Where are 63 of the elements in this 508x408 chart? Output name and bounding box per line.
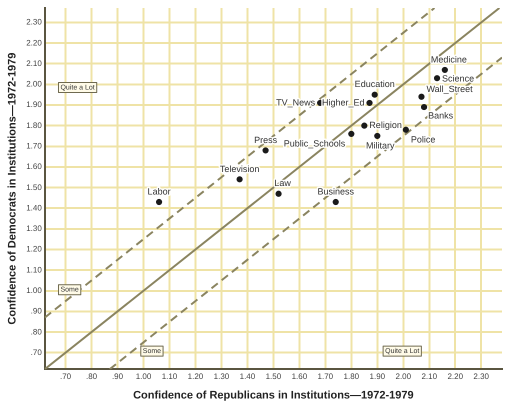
y-tick-label: 1.80 <box>26 120 42 130</box>
y-tick-label: 1.70 <box>26 141 42 150</box>
y-tick-label: 2.20 <box>26 38 42 48</box>
x-tick-label: 1.80 <box>344 372 360 382</box>
annotation: Military <box>366 140 396 150</box>
y-tick-label: 1.20 <box>26 244 42 254</box>
y-tick-label: .70 <box>30 348 42 357</box>
annotation: Police <box>410 134 436 144</box>
x-tick-label: 1.10 <box>162 372 178 382</box>
x-tick-label: 1.70 <box>318 372 334 382</box>
point <box>366 100 373 106</box>
point <box>236 176 243 182</box>
x-tick-label: 1.20 <box>188 372 204 382</box>
x-tick-label: 1.60 <box>292 372 308 382</box>
y-tick-label: 2.10 <box>26 58 42 68</box>
x-tick-label: .70 <box>60 372 72 382</box>
point <box>418 94 425 100</box>
annotation: Wall_Street <box>426 84 474 94</box>
y-tick-label: .80 <box>30 327 42 336</box>
point <box>442 66 448 74</box>
annotation: Press <box>254 134 278 145</box>
y-tick-label: 1.90 <box>26 100 42 110</box>
y-tick-label: 1.10 <box>26 265 42 274</box>
y-tick-label: 1.50 <box>26 182 42 192</box>
y-tick-label: 2.30 <box>26 18 42 27</box>
point <box>420 104 428 110</box>
x-axis-title: Confidence of Republicans in Institutions—1972-1979 <box>133 389 414 402</box>
annotation: TV_News <box>276 97 316 108</box>
annotation: Higher_Ed <box>322 97 365 108</box>
y-tick-label: .90 <box>30 306 42 316</box>
point <box>434 75 440 82</box>
y-axis-title: Confidence of Democrats in Institutions—1972-1979 <box>6 52 19 325</box>
point <box>275 190 282 197</box>
annotation: Banks <box>428 110 454 121</box>
x-tick-label: 2.30 <box>473 372 490 382</box>
y-tick-label: 2.00 <box>26 80 42 89</box>
x-tick-label: 2.10 <box>421 372 438 382</box>
annotation: Labor <box>148 186 171 196</box>
y-tick-label: 1.40 <box>26 203 42 212</box>
point <box>156 198 162 206</box>
point <box>332 198 339 206</box>
annotation: Religion <box>369 120 402 130</box>
x-tick-label: 1.00 <box>136 372 152 382</box>
x-tick-label: .90 <box>112 372 124 382</box>
y-tick-label: 1.60 <box>26 162 42 172</box>
point <box>402 126 409 133</box>
point <box>262 147 269 154</box>
point <box>372 92 378 98</box>
annotation: Business <box>317 186 354 196</box>
annotation: Education <box>354 79 395 90</box>
point <box>348 130 354 138</box>
x-tick-label: 1.40 <box>240 372 256 382</box>
x-tick-label: 1.90 <box>370 372 386 382</box>
annotation: Science <box>442 74 474 84</box>
y-tick-label: 1.00 <box>26 286 42 295</box>
x-tick-label: 1.30 <box>214 372 230 382</box>
point <box>361 122 368 129</box>
y-tick-label: 1.30 <box>26 224 42 234</box>
x-tick-label: 1.50 <box>266 372 282 382</box>
x-tick-label: .80 <box>86 372 98 382</box>
x-tick-label: 2.20 <box>447 372 464 382</box>
point <box>374 132 380 140</box>
x-tick-label: 2.00 <box>395 372 412 382</box>
